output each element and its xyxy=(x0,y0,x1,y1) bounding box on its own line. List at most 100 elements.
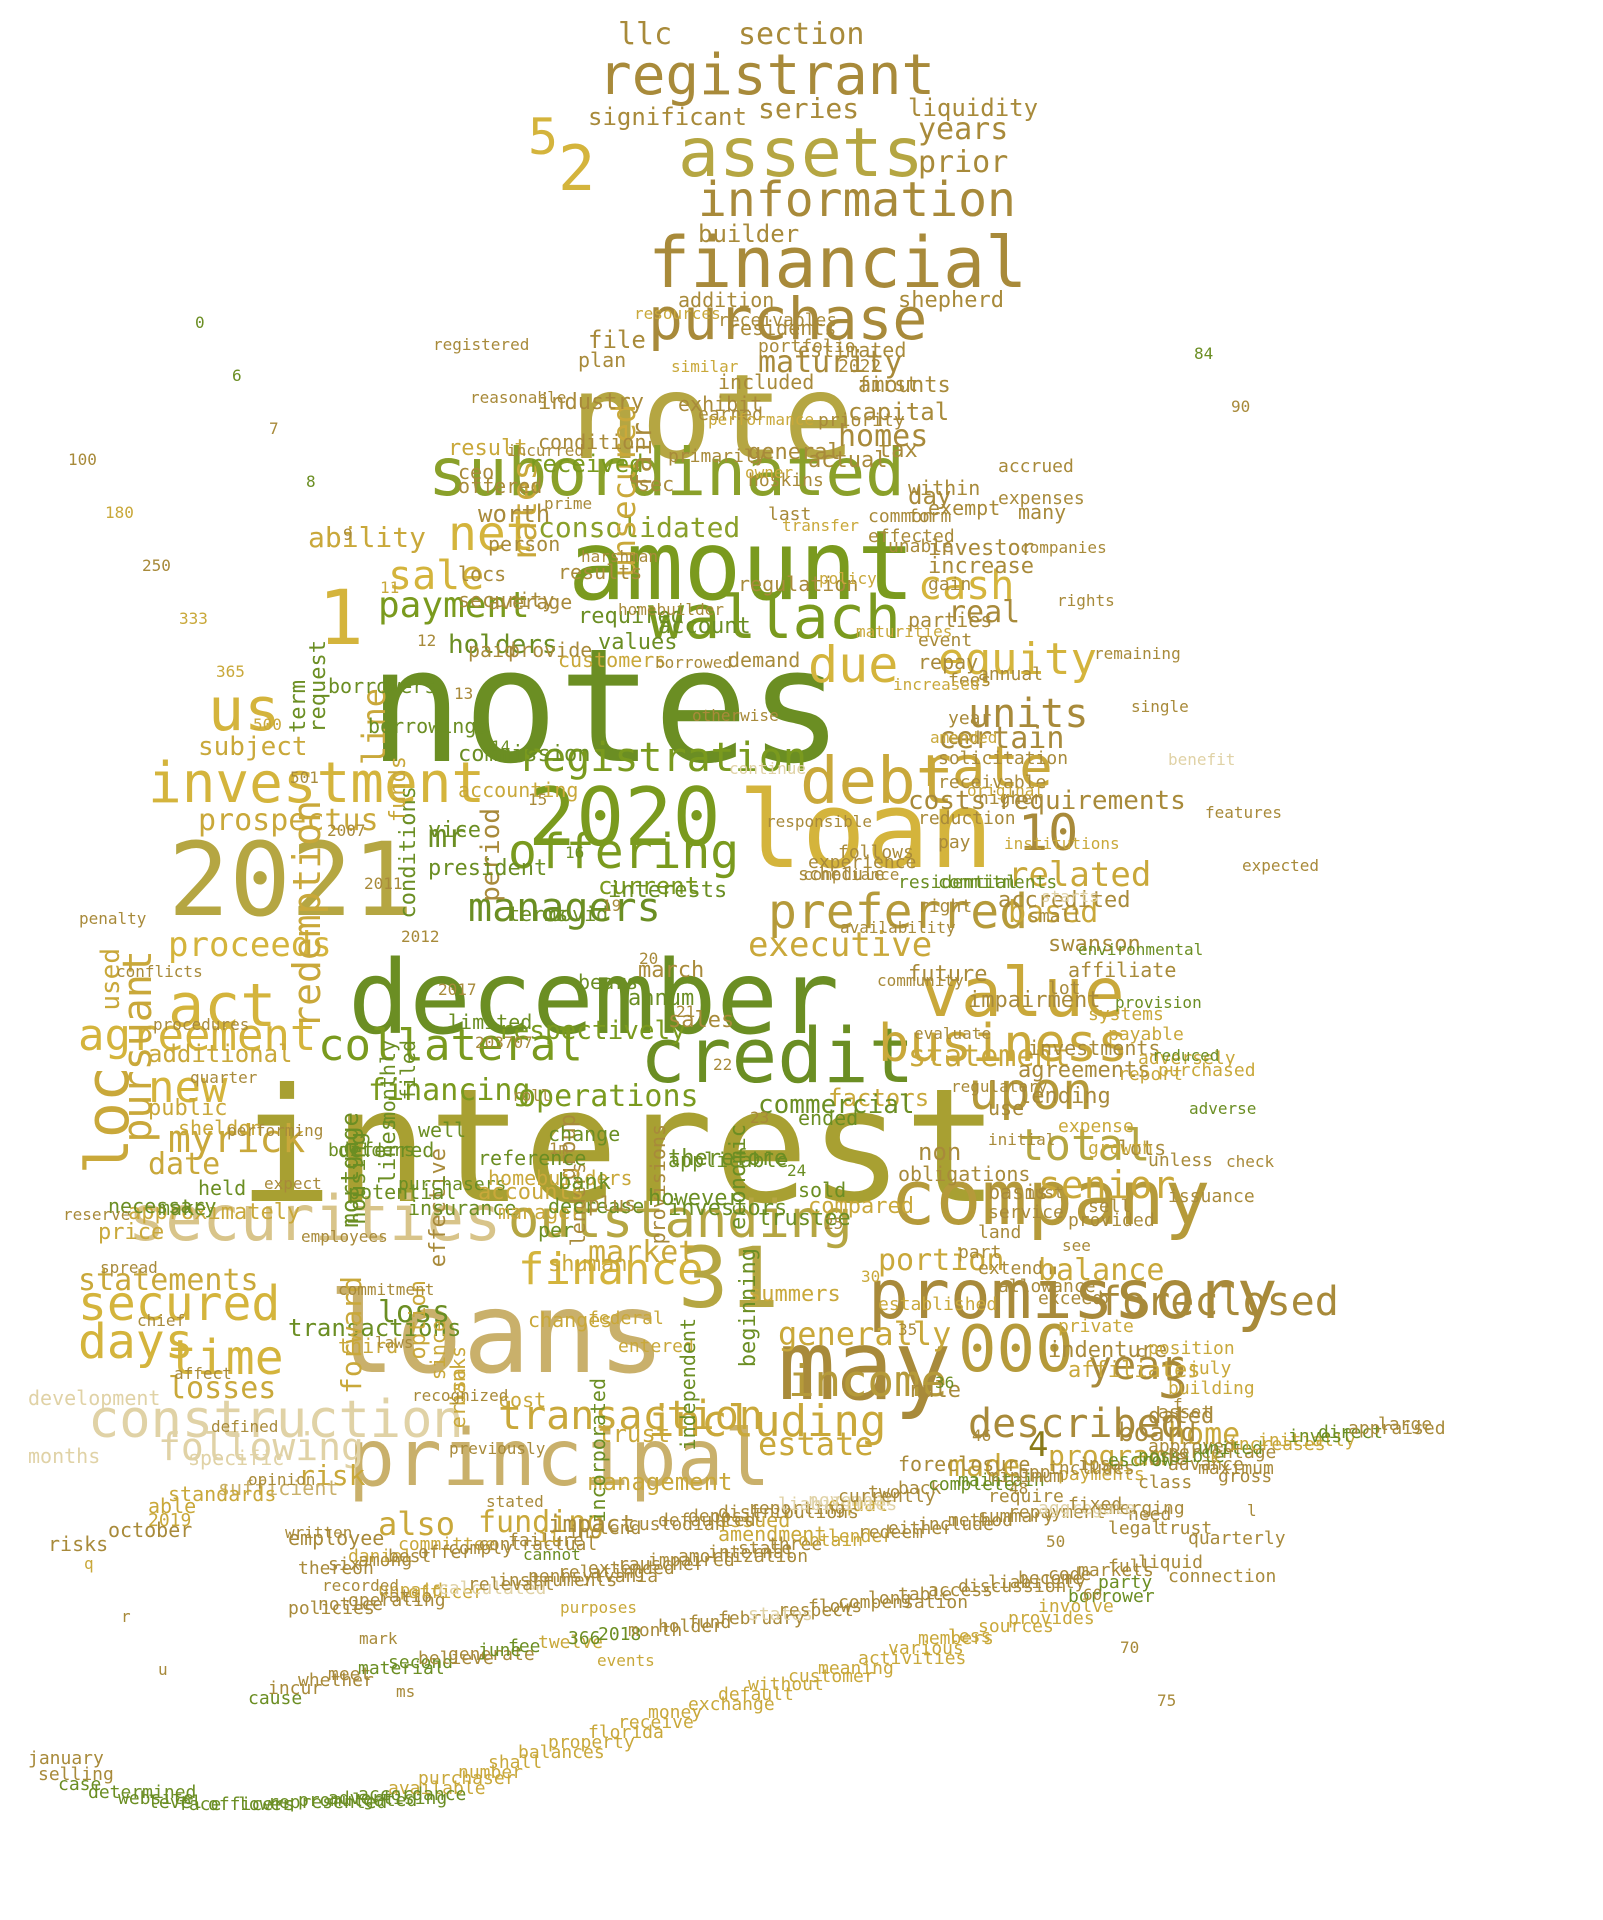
word-board: board xyxy=(1118,1418,1197,1448)
word-material: material xyxy=(358,1658,445,1679)
word-summary: summary xyxy=(978,1506,1054,1527)
word-environmental: environmental xyxy=(1078,940,1204,959)
word-expect: expect xyxy=(264,1174,322,1193)
word-statements: statements xyxy=(78,1263,259,1298)
word-part: part xyxy=(958,1242,1002,1263)
word-average: average xyxy=(488,590,573,614)
word-regulatory: regulatory xyxy=(951,1077,1048,1096)
word-economic: economic xyxy=(726,1124,751,1230)
word-extend: extend xyxy=(978,1258,1044,1279)
word-percentage: percentage xyxy=(1168,1442,1277,1463)
word-payments: payments xyxy=(1058,1464,1145,1485)
word-affiliate: affiliate xyxy=(1068,958,1177,982)
word-quarterly: quarterly xyxy=(1188,1528,1286,1549)
word-determined: determined xyxy=(88,1782,197,1803)
word-100: 100 xyxy=(68,450,97,469)
word-mark: mark xyxy=(359,1629,398,1648)
word-community: community xyxy=(877,971,964,990)
word-information: information xyxy=(698,172,1016,228)
word-liabilities: liabilities xyxy=(778,1494,898,1515)
word-tax: tax xyxy=(878,438,918,463)
word-earned: earned xyxy=(698,404,764,425)
word-ended: ended xyxy=(798,1106,859,1130)
word-believe: believe xyxy=(418,1648,494,1669)
word-offer: offer xyxy=(418,1542,473,1563)
word-meet: meet xyxy=(328,1664,372,1685)
word-180: 180 xyxy=(105,503,134,522)
word-established: established xyxy=(878,1294,998,1315)
word-whether: whether xyxy=(298,1670,374,1691)
word-back: back xyxy=(898,1478,942,1499)
word-specific: specific xyxy=(188,1446,285,1470)
word-laws: laws xyxy=(375,1333,414,1352)
word-purchaser: purchaser xyxy=(418,1768,516,1789)
word-roll: roll xyxy=(512,1086,551,1105)
word-non: non xyxy=(918,1138,962,1166)
word-development: development xyxy=(28,1386,161,1410)
word-ms: ms xyxy=(396,1682,416,1701)
word-borrowers: borrowers xyxy=(328,674,437,698)
word-bears: bears xyxy=(578,970,639,994)
word-income: income xyxy=(788,1356,947,1407)
word-dated: dated xyxy=(1148,1404,1215,1429)
word-exhibit: exhibit xyxy=(678,392,763,416)
word-approximately: approximately xyxy=(128,1200,301,1225)
word-united: united xyxy=(1198,1438,1264,1459)
word-builders: builders xyxy=(328,1140,415,1161)
word-outstanding: outstanding xyxy=(508,1190,853,1250)
word-period: period xyxy=(476,808,506,902)
word-connection: connection xyxy=(1168,1566,1277,1587)
word-features: features xyxy=(1205,803,1283,822)
word-purchasers: purchasers xyxy=(398,1174,507,1195)
word-fee: fee xyxy=(508,1636,541,1657)
word-residential: residential xyxy=(898,872,1018,893)
word-asset: asset xyxy=(1158,1402,1213,1423)
word-operating: operating xyxy=(348,1590,446,1611)
word-12: 12 xyxy=(417,631,437,650)
word-affiliates: affiliates xyxy=(1068,1358,1201,1383)
word-activities: activities xyxy=(858,1648,967,1669)
word-compensation: compensation xyxy=(838,1592,969,1613)
word-potential: potential xyxy=(348,1180,457,1204)
word-provides: provides xyxy=(1008,1608,1095,1629)
word-requirements: requirements xyxy=(998,786,1186,816)
word-complete: complete xyxy=(928,1474,1015,1495)
word-proceeds: proceeds xyxy=(168,925,332,965)
word-received: received xyxy=(528,450,644,478)
word-indenture: indenture xyxy=(1048,1338,1168,1363)
word-equity: equity xyxy=(938,634,1097,685)
word-availability: availability xyxy=(840,918,956,937)
word-home: home xyxy=(1168,1417,1241,1452)
word-employees: employees xyxy=(301,1227,388,1246)
word-property: property xyxy=(548,1732,635,1753)
word-invest: invest xyxy=(1288,1426,1354,1447)
word-accrued: accrued xyxy=(998,456,1074,477)
word-cash: cash xyxy=(918,563,1015,609)
word-file: file xyxy=(588,326,646,354)
word-reduction: reduction xyxy=(918,808,1016,829)
word-transactions: transactions xyxy=(288,1314,462,1342)
word-made: made xyxy=(948,1449,1021,1484)
word-advance: advance xyxy=(1168,1454,1244,1475)
word-well: well xyxy=(418,1118,467,1142)
word-general: general xyxy=(748,440,841,465)
word-financing: financing xyxy=(368,1073,531,1108)
word-locs: locs xyxy=(458,562,507,586)
word-borrower: borrower xyxy=(1068,1586,1155,1607)
word-60: 60 xyxy=(1083,1585,1103,1604)
word-continue: continue xyxy=(729,759,807,778)
word-preferred: preferred xyxy=(768,884,1029,940)
word-reporting: reporting xyxy=(748,1498,846,1519)
word-maturities: maturities xyxy=(856,622,953,641)
word-homes: homes xyxy=(838,419,929,454)
word-lend: lend xyxy=(598,1518,642,1539)
word-require: require xyxy=(988,1486,1064,1507)
word-b: b xyxy=(1099,1289,1109,1308)
word-exchange: exchange xyxy=(688,1694,775,1715)
word-hoskins: hoskins xyxy=(748,470,824,491)
word-paid: paid xyxy=(468,638,517,662)
word-annual: annual xyxy=(978,664,1044,685)
word-13: 13 xyxy=(454,684,474,703)
word-two: two xyxy=(868,1482,901,1503)
word-either: either xyxy=(888,1518,954,1539)
